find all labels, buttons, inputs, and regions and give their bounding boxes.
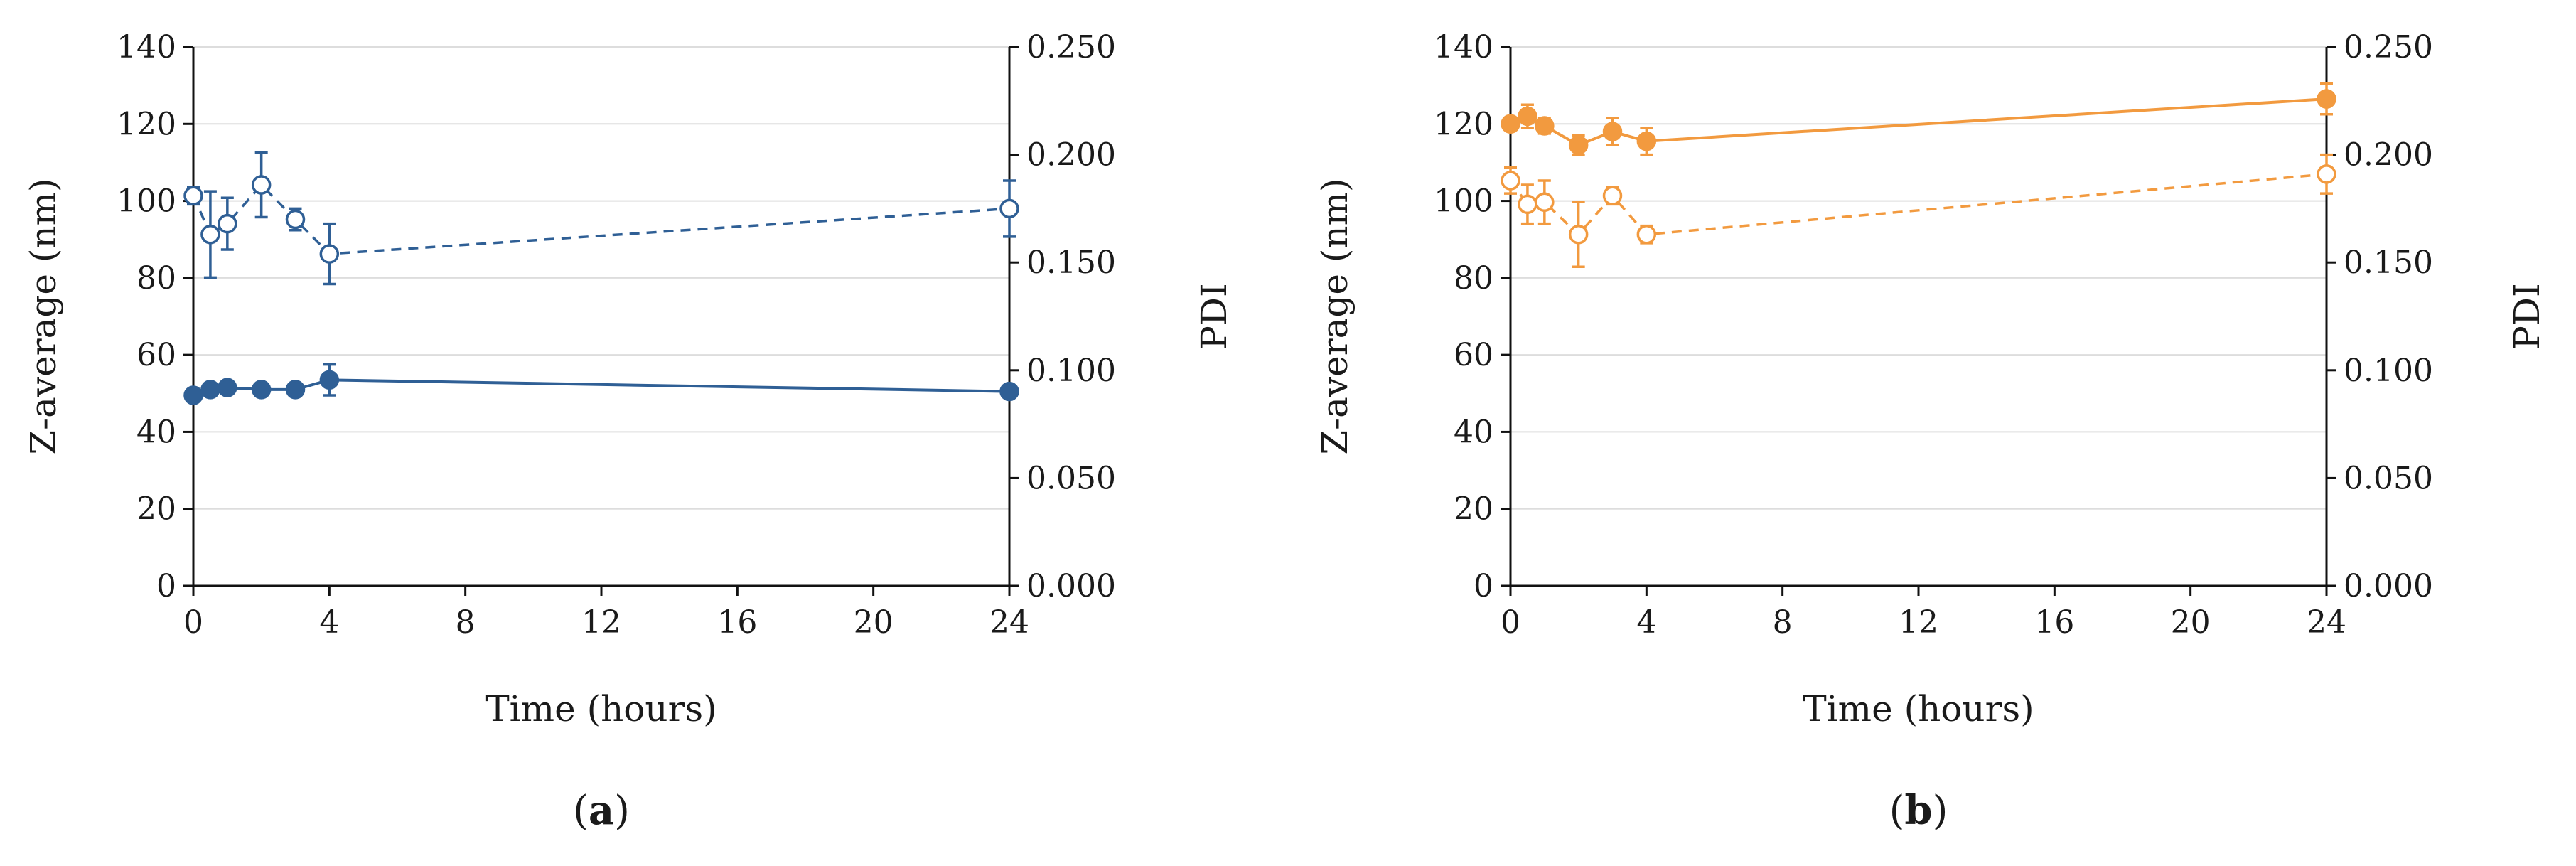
x-axis-title: Time (hours) bbox=[485, 688, 717, 729]
data-point-z-average bbox=[218, 378, 237, 397]
data-point-pdi bbox=[2317, 164, 2336, 184]
data-point-pdi bbox=[183, 186, 203, 205]
y2-tick-label: 0.050 bbox=[2344, 460, 2433, 496]
data-point-pdi bbox=[251, 175, 272, 195]
chart-panel-a: 0204060801001201400.0000.0500.1000.1500.… bbox=[23, 29, 1235, 834]
y2-tick-label: 0.200 bbox=[1026, 137, 1116, 173]
y2-tick-label: 0.000 bbox=[1026, 568, 1116, 604]
data-point-pdi bbox=[1518, 194, 1537, 215]
y2-tick-label: 0.100 bbox=[1026, 353, 1116, 389]
data-point-pdi bbox=[1535, 192, 1555, 213]
y2-tick-label: 0.150 bbox=[2344, 245, 2433, 281]
x-tick-label: 8 bbox=[1773, 604, 1793, 641]
data-point-pdi bbox=[1501, 171, 1520, 191]
x-tick-label: 12 bbox=[581, 604, 621, 641]
data-point-z-average bbox=[1518, 106, 1537, 127]
x-tick-label: 24 bbox=[989, 604, 1029, 641]
data-point-z-average bbox=[200, 380, 220, 400]
x-tick-label: 0 bbox=[183, 604, 203, 641]
x-tick-label: 0 bbox=[1501, 604, 1520, 641]
y-tick-label: 140 bbox=[1434, 29, 1493, 65]
data-point-z-average bbox=[2317, 89, 2336, 109]
data-point-z-average bbox=[999, 381, 1019, 402]
y2-axis-title: PDI bbox=[2506, 283, 2548, 349]
y2-tick-label: 0.050 bbox=[1026, 460, 1116, 496]
y-tick-label: 80 bbox=[1454, 260, 1493, 296]
data-point-pdi bbox=[1636, 225, 1657, 245]
x-tick-label: 24 bbox=[2307, 604, 2346, 641]
x-axis-title: Time (hours) bbox=[1803, 688, 2034, 729]
y-tick-label: 40 bbox=[136, 414, 176, 450]
y2-tick-label: 0.150 bbox=[1026, 245, 1116, 281]
data-point-z-average bbox=[1501, 114, 1520, 134]
data-point-pdi bbox=[200, 225, 220, 245]
data-point-z-average bbox=[319, 370, 340, 390]
series-line-pdi bbox=[1509, 173, 2327, 237]
x-tick-label: 20 bbox=[854, 604, 893, 641]
data-point-pdi bbox=[1568, 225, 1589, 245]
y-tick-label: 20 bbox=[136, 491, 176, 528]
y-axis-title: Z-average (nm) bbox=[23, 178, 64, 454]
data-point-z-average bbox=[1602, 122, 1623, 141]
y-tick-label: 60 bbox=[1454, 337, 1493, 373]
x-tick-label: 4 bbox=[1636, 604, 1656, 641]
x-tick-label: 12 bbox=[1899, 604, 1938, 641]
y-axis-title: Z-average (nm) bbox=[1314, 178, 1356, 454]
y-tick-label: 60 bbox=[136, 337, 176, 373]
y2-tick-label: 0.250 bbox=[1026, 29, 1116, 65]
series-line-z-average bbox=[193, 378, 1010, 397]
data-point-z-average bbox=[285, 380, 306, 400]
y2-axis-title: PDI bbox=[1193, 283, 1235, 349]
data-point-z-average bbox=[1636, 131, 1657, 151]
data-point-z-average bbox=[1535, 116, 1555, 136]
y2-tick-label: 0.000 bbox=[2344, 568, 2433, 604]
y-tick-label: 120 bbox=[1434, 106, 1493, 142]
x-tick-label: 16 bbox=[2034, 604, 2074, 641]
y2-tick-label: 0.200 bbox=[2344, 137, 2433, 173]
y-tick-label: 100 bbox=[117, 183, 176, 220]
y-tick-label: 0 bbox=[156, 568, 176, 604]
data-point-pdi bbox=[218, 213, 237, 234]
y-tick-label: 80 bbox=[136, 260, 176, 296]
panel-label: (a) bbox=[573, 787, 630, 834]
data-point-pdi bbox=[1602, 186, 1623, 205]
data-point-pdi bbox=[319, 244, 340, 264]
data-point-z-average bbox=[1568, 135, 1589, 155]
data-point-z-average bbox=[183, 385, 203, 405]
y-tick-label: 140 bbox=[117, 29, 176, 65]
y2-tick-label: 0.250 bbox=[2344, 29, 2433, 65]
y-tick-label: 100 bbox=[1434, 183, 1493, 220]
x-tick-label: 16 bbox=[717, 604, 757, 641]
x-tick-label: 4 bbox=[319, 604, 339, 641]
chart-panel-b: 0204060801001201400.0000.0500.1000.1500.… bbox=[1314, 29, 2548, 834]
y-tick-label: 0 bbox=[1474, 568, 1493, 604]
data-point-z-average bbox=[251, 380, 272, 400]
y-tick-label: 120 bbox=[117, 106, 176, 142]
x-tick-label: 20 bbox=[2171, 604, 2211, 641]
y2-tick-label: 0.100 bbox=[2344, 353, 2433, 389]
x-tick-label: 8 bbox=[456, 604, 476, 641]
series-line-z-average bbox=[1510, 97, 2327, 147]
data-point-pdi bbox=[999, 198, 1019, 219]
panel-label: (b) bbox=[1889, 787, 1948, 834]
data-point-pdi bbox=[285, 209, 306, 230]
y-tick-label: 40 bbox=[1454, 414, 1493, 450]
y-tick-label: 20 bbox=[1454, 491, 1493, 528]
series-line-pdi bbox=[192, 183, 1010, 255]
